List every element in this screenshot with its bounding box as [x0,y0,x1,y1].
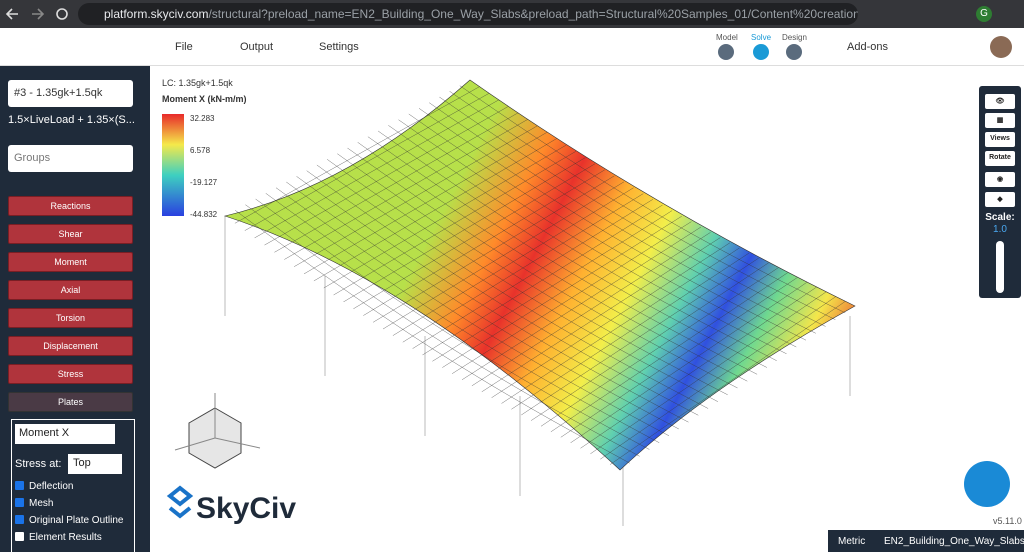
result-button[interactable]: Axial [8,280,133,300]
load-combo-select[interactable]: #3 - 1.35gk+1.5qk [8,80,133,107]
axis-cube [174,393,261,469]
mesh-line [449,91,836,320]
result-button[interactable]: Stress [8,364,133,384]
mesh-line [388,125,777,361]
result-type-select[interactable]: Moment X [15,424,115,444]
result-button[interactable]: Shear [8,224,133,244]
checkbox-row[interactable]: Element Results [15,532,102,543]
version: v5.11.0 [993,516,1022,526]
logo-text: SkyCiv [196,492,296,525]
mesh [234,85,846,465]
legend-bar [162,114,184,216]
mesh-line [286,181,679,430]
mesh-line [347,147,738,389]
menu-settings[interactable]: Settings [319,41,359,53]
scale-value: 1.0 [993,224,1007,235]
file-name: EN2_Building_One_Way_Slabs [884,536,1024,547]
mesh-line [275,187,670,436]
result-button[interactable]: Plates [8,392,133,412]
result-button[interactable]: Moment [8,252,133,272]
slab-contour [223,79,856,471]
mesh-line [337,153,728,395]
step-design[interactable]: Design [782,33,807,42]
step-icon [718,44,734,60]
viewport: LC: 1.35gk+1.5qk Moment X (kN-m/m) 32.28… [162,78,856,526]
menu-addons[interactable]: Add-ons [847,41,888,53]
checkbox[interactable] [15,481,24,490]
cube-button[interactable]: ◆ [985,192,1015,207]
mesh-line [418,108,807,341]
step-solve[interactable]: Solve [751,33,772,42]
checkbox-row[interactable]: Mesh [15,498,53,509]
legend-value: -44.832 [190,210,218,219]
sidebar: #3 - 1.35gk+1.5qk 1.5×LiveLoad + 1.35×(S… [0,66,150,554]
mesh-line [377,130,767,368]
legend-value: -19.127 [190,178,218,187]
groups-select[interactable]: Groups [8,145,133,172]
mesh-line [316,164,709,409]
eye-button[interactable]: 👁 [985,94,1015,109]
logo-bg [186,471,294,523]
mesh-line [235,210,630,464]
checkbox-label: Element Results [29,532,102,543]
mesh-line [408,113,797,348]
status-bar: Metric EN2_Building_One_Way_Slabs [828,530,1024,552]
step-model[interactable]: Model [716,33,738,42]
camera-button[interactable]: ◉ [985,172,1015,187]
scale-label: Scale: [985,212,1015,223]
chart-button[interactable]: ▦ [985,113,1015,128]
mesh-line [296,176,689,423]
legend-title: Moment X (kN-m/m) [162,94,247,104]
units[interactable]: Metric [838,536,866,547]
mesh-line [265,193,660,443]
checkbox[interactable] [15,532,24,541]
checkbox-label: Deflection [29,481,74,492]
combo-formula: 1.5×LiveLoad + 1.35×(S... [8,114,135,126]
checkbox-label: Original Plate Outline [29,515,124,526]
app-header: File Output Settings Model Solve Design … [0,28,1024,66]
view-toolbar: 👁 ▦ Views Rotate ◉ ◆ Scale: 1.0 [979,86,1021,298]
mesh-line [306,170,699,416]
url-host: platform.skyciv.com [104,7,209,21]
stress-at-select[interactable]: Top [68,454,122,474]
checkbox-label: Mesh [29,498,54,509]
mesh-line [398,119,787,354]
result-button[interactable]: Displacement [8,336,133,356]
url-path: /structural?preload_name=EN2_Building_On… [208,7,858,21]
step-icon [786,44,802,60]
menu-file[interactable]: File [175,41,193,53]
chat-button[interactable] [964,461,1010,507]
scale-slider[interactable] [996,241,1004,293]
checkbox-row[interactable]: Original Plate Outline [15,515,124,526]
result-button[interactable]: Torsion [8,308,133,328]
checkbox-row[interactable]: Deflection [15,481,73,492]
load-case-label: LC: 1.35gk+1.5qk [162,78,233,88]
checkbox[interactable] [15,515,24,524]
mesh-line [357,142,748,382]
mesh-line [439,96,826,327]
stress-at-label: Stress at: [15,458,62,470]
mesh-line [429,102,816,334]
mesh-line [459,85,846,313]
views-button[interactable]: Views [985,132,1015,147]
rotate-button[interactable]: Rotate [985,151,1015,166]
user-avatar[interactable] [990,36,1012,58]
mesh-line [367,136,758,375]
nav-icons [5,8,68,20]
menu-output[interactable]: Output [240,41,274,53]
avatar[interactable]: G [976,6,992,22]
mesh-line [245,204,640,457]
legend-value: 32.283 [190,114,215,123]
address-bar[interactable]: platform.skyciv.com/structural?preload_n… [78,3,858,25]
mesh-line [326,159,718,402]
browser-bar: platform.skyciv.com/structural?preload_n… [0,0,1024,28]
checkbox[interactable] [15,498,24,507]
logo-icon [166,485,194,519]
mesh-line [255,198,650,450]
result-button[interactable]: Reactions [8,196,133,216]
legend-value: 6.578 [190,146,211,155]
step-icon [753,44,769,60]
columns [224,216,851,526]
